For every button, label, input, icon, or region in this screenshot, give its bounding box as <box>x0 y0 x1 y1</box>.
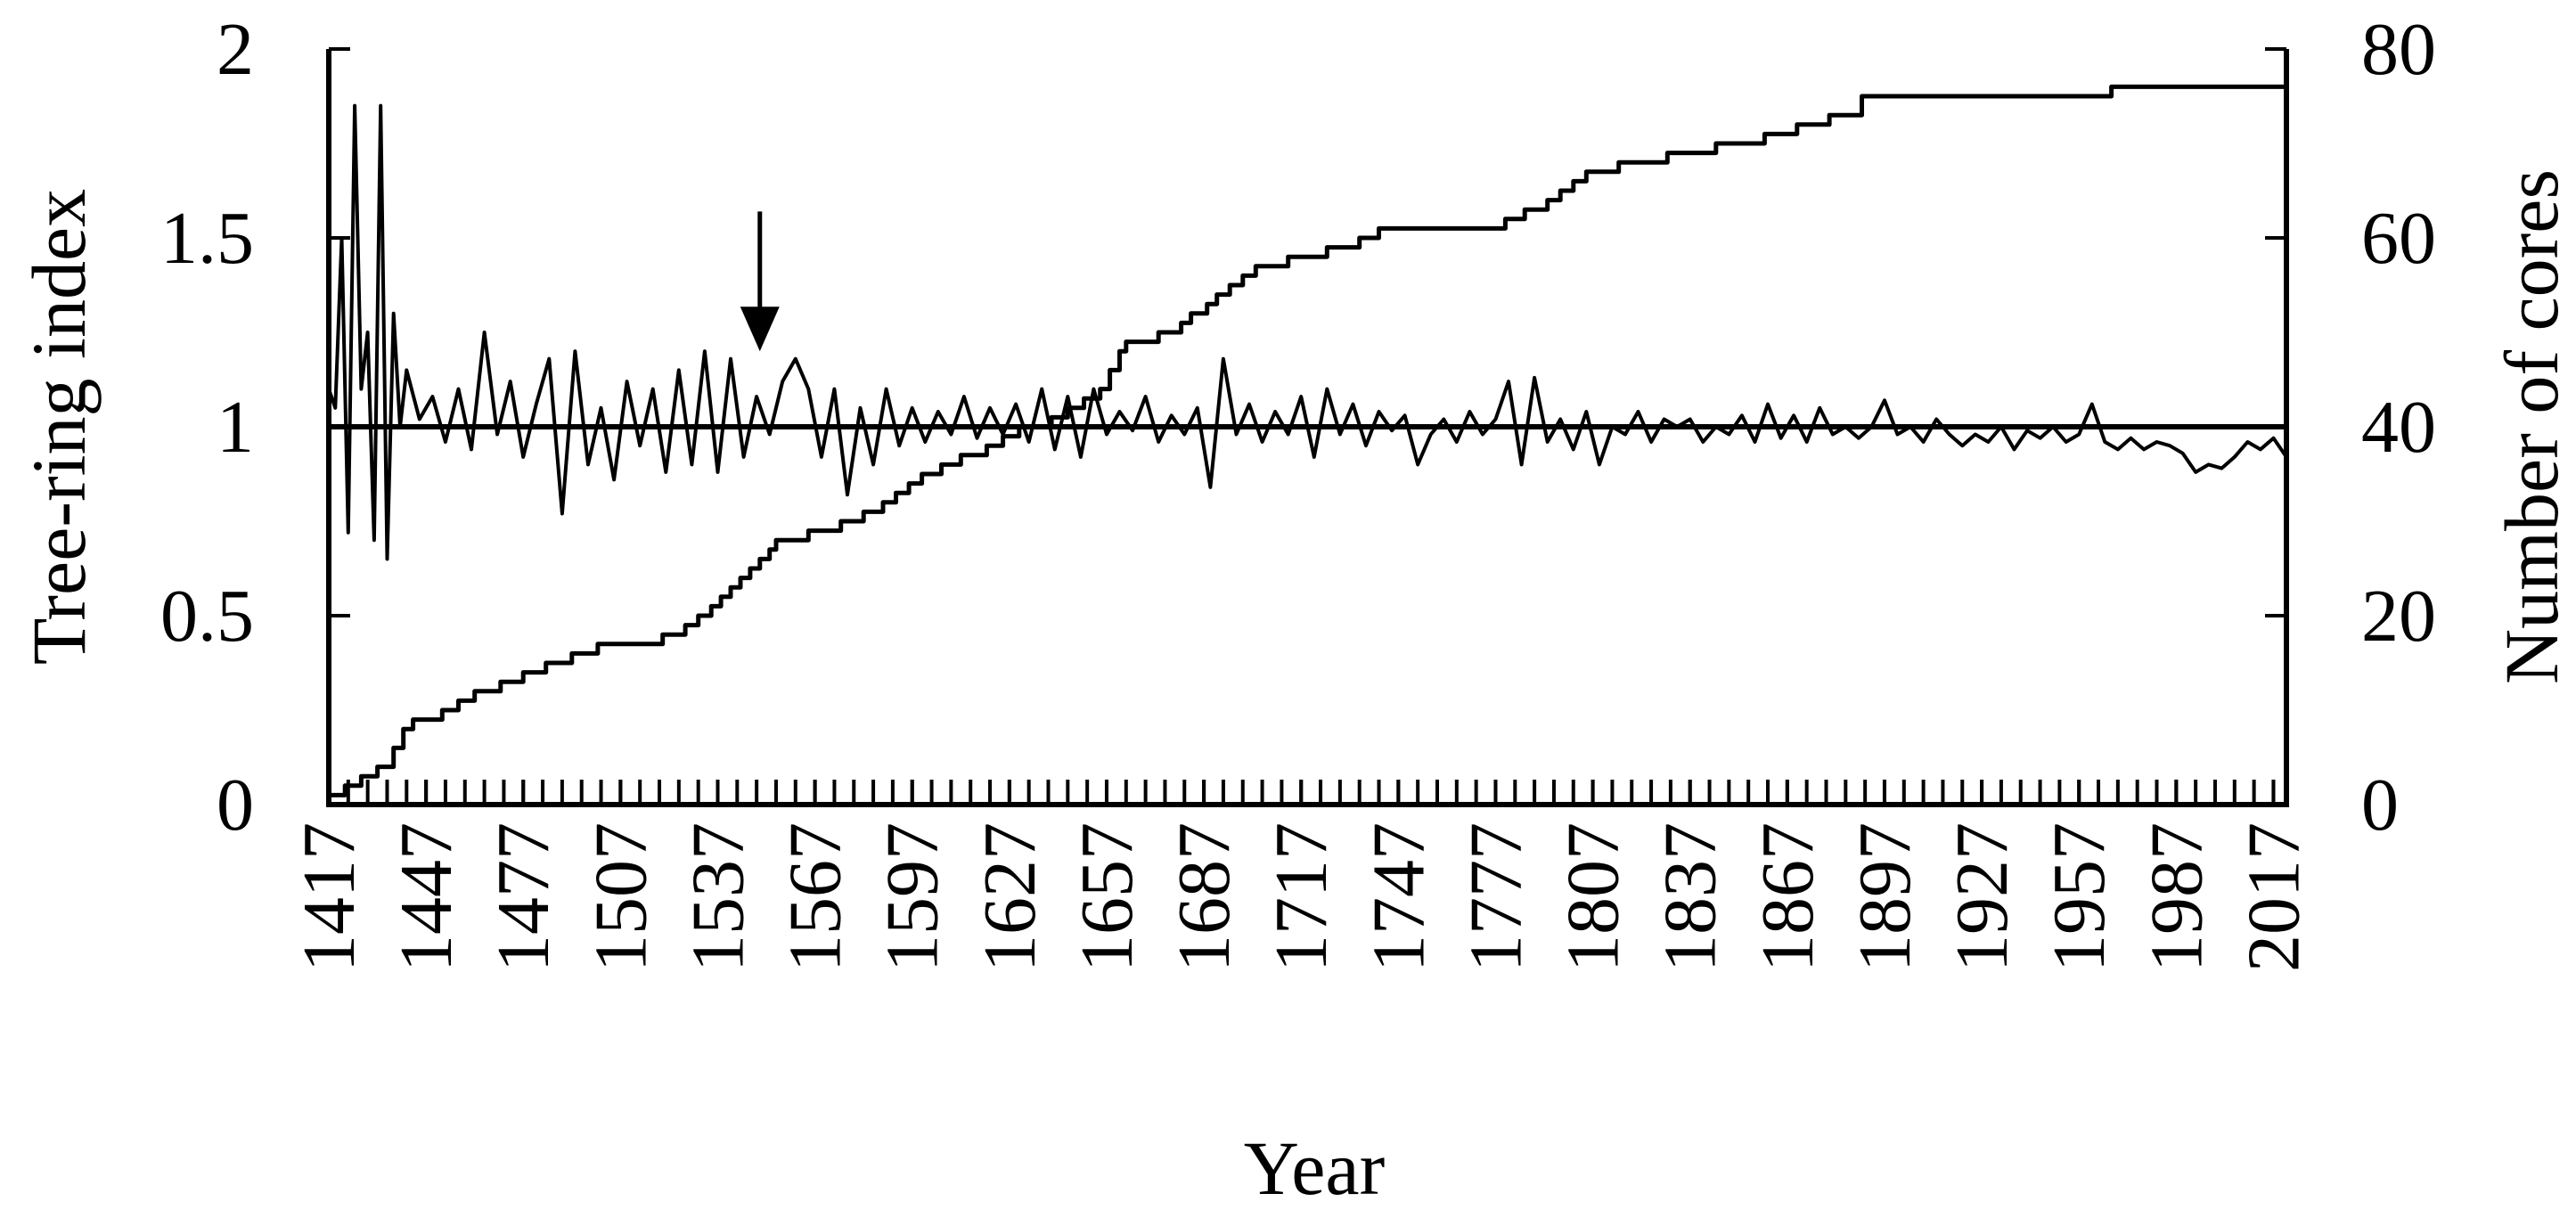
y-tick-label: 0.5 <box>160 575 254 658</box>
x-tick-label: 1897 <box>1844 822 1926 972</box>
x-tick-label: 1447 <box>385 822 468 972</box>
y2-tick-label: 80 <box>2361 8 2436 91</box>
x-axis-title: Year <box>1244 1125 1385 1211</box>
x-tick-label: 1927 <box>1941 822 2024 972</box>
x-tick-label: 1717 <box>1260 822 1343 972</box>
y-tick-label: 1 <box>217 386 254 469</box>
cores-line <box>329 84 2286 797</box>
x-tick-label: 1567 <box>774 822 857 972</box>
y-tick-label: 1.5 <box>160 197 254 280</box>
y-tick-label: 0 <box>217 764 254 846</box>
arrow-head <box>740 307 780 352</box>
x-tick-label: 1507 <box>579 822 662 972</box>
y2-tick-label: 60 <box>2361 197 2436 280</box>
x-tick-label: 1747 <box>1357 822 1440 972</box>
x-tick-label: 1807 <box>1552 822 1635 972</box>
x-tick-label: 1477 <box>482 822 565 972</box>
x-tick-label: 1537 <box>676 822 759 972</box>
x-tick-label: 1657 <box>1066 822 1149 972</box>
y-axis-title: Tree-ring index <box>16 189 102 665</box>
x-tick-label: 1957 <box>2038 822 2121 972</box>
x-tick-label: 1987 <box>2135 822 2218 972</box>
x-tick-label: 1867 <box>1746 822 1829 972</box>
y2-axis-title: Number of cores <box>2489 169 2574 684</box>
axes-frame <box>326 49 2289 807</box>
x-tick-label: 1597 <box>871 822 954 972</box>
x-tick-label: 1417 <box>288 822 371 972</box>
y-tick-label: 2 <box>217 8 254 91</box>
x-tick-label: 2017 <box>2232 822 2315 972</box>
y2-tick-label: 40 <box>2361 386 2436 469</box>
x-tick-label: 1687 <box>1163 822 1246 972</box>
x-tick-label: 1777 <box>1454 822 1537 972</box>
x-tick-label: 1627 <box>969 822 1051 972</box>
y2-tick-label: 20 <box>2361 575 2436 658</box>
x-tick-label: 1837 <box>1649 822 1732 972</box>
index-line <box>327 103 2288 561</box>
y2-tick-label: 0 <box>2361 764 2399 846</box>
